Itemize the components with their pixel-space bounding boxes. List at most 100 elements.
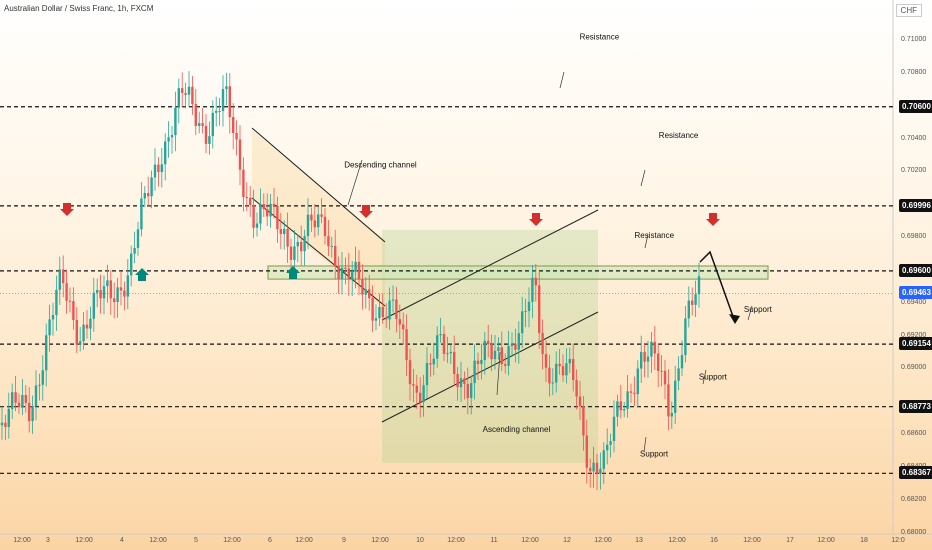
candle-body: [582, 406, 585, 436]
candle-body: [483, 340, 486, 361]
candle-body: [208, 136, 211, 144]
time-tick-label: 18: [860, 537, 868, 544]
sell-arrow-icon: [529, 213, 543, 226]
candle-body: [493, 350, 497, 360]
candle-body: [521, 311, 524, 334]
candle-body: [187, 86, 191, 95]
annotation-pointer: [347, 159, 363, 206]
candle-body: [585, 435, 588, 468]
candle-body: [419, 392, 422, 403]
level-price-tag: 0.68773: [899, 399, 932, 413]
candle-body: [317, 214, 320, 228]
annotation-pointer: [644, 233, 649, 249]
candle-body: [551, 382, 554, 384]
candle-body: [408, 360, 412, 385]
ascending-channel-upper: [381, 209, 599, 321]
annotation-label: Support: [744, 305, 773, 314]
candle-body: [473, 360, 476, 384]
candle-body: [140, 198, 143, 230]
sell-arrow-icon: [60, 203, 74, 216]
candle-body: [31, 406, 34, 422]
candle-body: [633, 392, 636, 395]
annotation-pointer: [559, 71, 565, 89]
candle-body: [446, 353, 449, 355]
candle-body: [58, 269, 61, 290]
candle-body: [7, 408, 10, 427]
candle-body: [102, 286, 106, 299]
candle-body: [602, 450, 605, 469]
candle-body: [99, 289, 102, 299]
candle-body: [643, 351, 646, 362]
candle-body: [371, 298, 374, 321]
candle-body: [395, 299, 398, 320]
candle-body: [62, 269, 65, 284]
candle-body: [640, 351, 643, 369]
candle-body: [517, 333, 520, 350]
time-tick-label: 6: [268, 537, 272, 544]
candle-body: [204, 125, 208, 144]
candle-body: [351, 272, 354, 280]
annotation-label: Resistance: [659, 131, 699, 140]
candle-body: [177, 88, 180, 108]
annotation-label: Support: [699, 372, 728, 381]
candle-body: [34, 385, 38, 407]
annotation-label: Descending channel: [344, 160, 417, 169]
candle-body: [55, 289, 58, 316]
candle-body: [198, 123, 201, 126]
candle-body: [327, 236, 330, 247]
ascending-channel-lower: [381, 311, 599, 423]
annotation-label: Resistance: [634, 231, 674, 240]
candle-body: [136, 229, 140, 248]
candle-body: [252, 204, 255, 228]
candle-body: [38, 384, 41, 386]
candle-body: [578, 396, 582, 407]
candle-body: [48, 319, 51, 336]
candle-body: [538, 285, 541, 333]
annotation-pointer: [702, 369, 707, 385]
candle-body: [109, 280, 112, 299]
currency-label: CHF: [895, 4, 922, 17]
candle-body: [575, 380, 578, 397]
candle-body: [194, 104, 197, 126]
candle-body: [514, 343, 517, 350]
candle-body: [269, 203, 272, 217]
candle-body: [191, 86, 194, 105]
candle-body: [670, 412, 673, 417]
candle-body: [174, 107, 177, 136]
candle-body: [153, 164, 157, 178]
candle-body: [28, 402, 31, 422]
time-tick-label: 12:00: [521, 537, 539, 544]
level-price-tag: 0.69154: [899, 337, 932, 351]
candle-body: [592, 462, 595, 472]
candle-body: [340, 267, 344, 280]
candle-body: [211, 112, 214, 137]
candle-body: [286, 228, 289, 247]
resistance-zone: [267, 265, 769, 280]
candle-body: [561, 366, 565, 376]
candle-body: [677, 368, 680, 381]
candle-body: [463, 378, 466, 384]
sell-arrow-icon: [706, 213, 720, 226]
candle-body: [691, 300, 694, 305]
buy-arrow-icon: [135, 268, 149, 281]
candle-body: [330, 245, 333, 247]
candle-body: [249, 197, 252, 205]
candle-body: [75, 319, 78, 345]
buy-arrow-icon: [286, 266, 300, 279]
candle-body: [548, 367, 551, 384]
candle-body: [657, 353, 660, 371]
time-tick-label: 17: [786, 537, 794, 544]
candle-body: [541, 332, 544, 355]
candle-body: [0, 422, 4, 426]
projection-arrowhead: [729, 314, 740, 324]
candle-body: [170, 135, 174, 138]
candle-body: [405, 329, 408, 361]
time-tick-label: 12: [563, 537, 571, 544]
candle-body: [684, 318, 687, 356]
level-price-tag: 0.68367: [899, 466, 932, 480]
candle-body: [361, 279, 364, 295]
time-tick-label: 12:00: [295, 537, 313, 544]
candle-body: [72, 301, 75, 320]
candle-body: [116, 287, 119, 303]
